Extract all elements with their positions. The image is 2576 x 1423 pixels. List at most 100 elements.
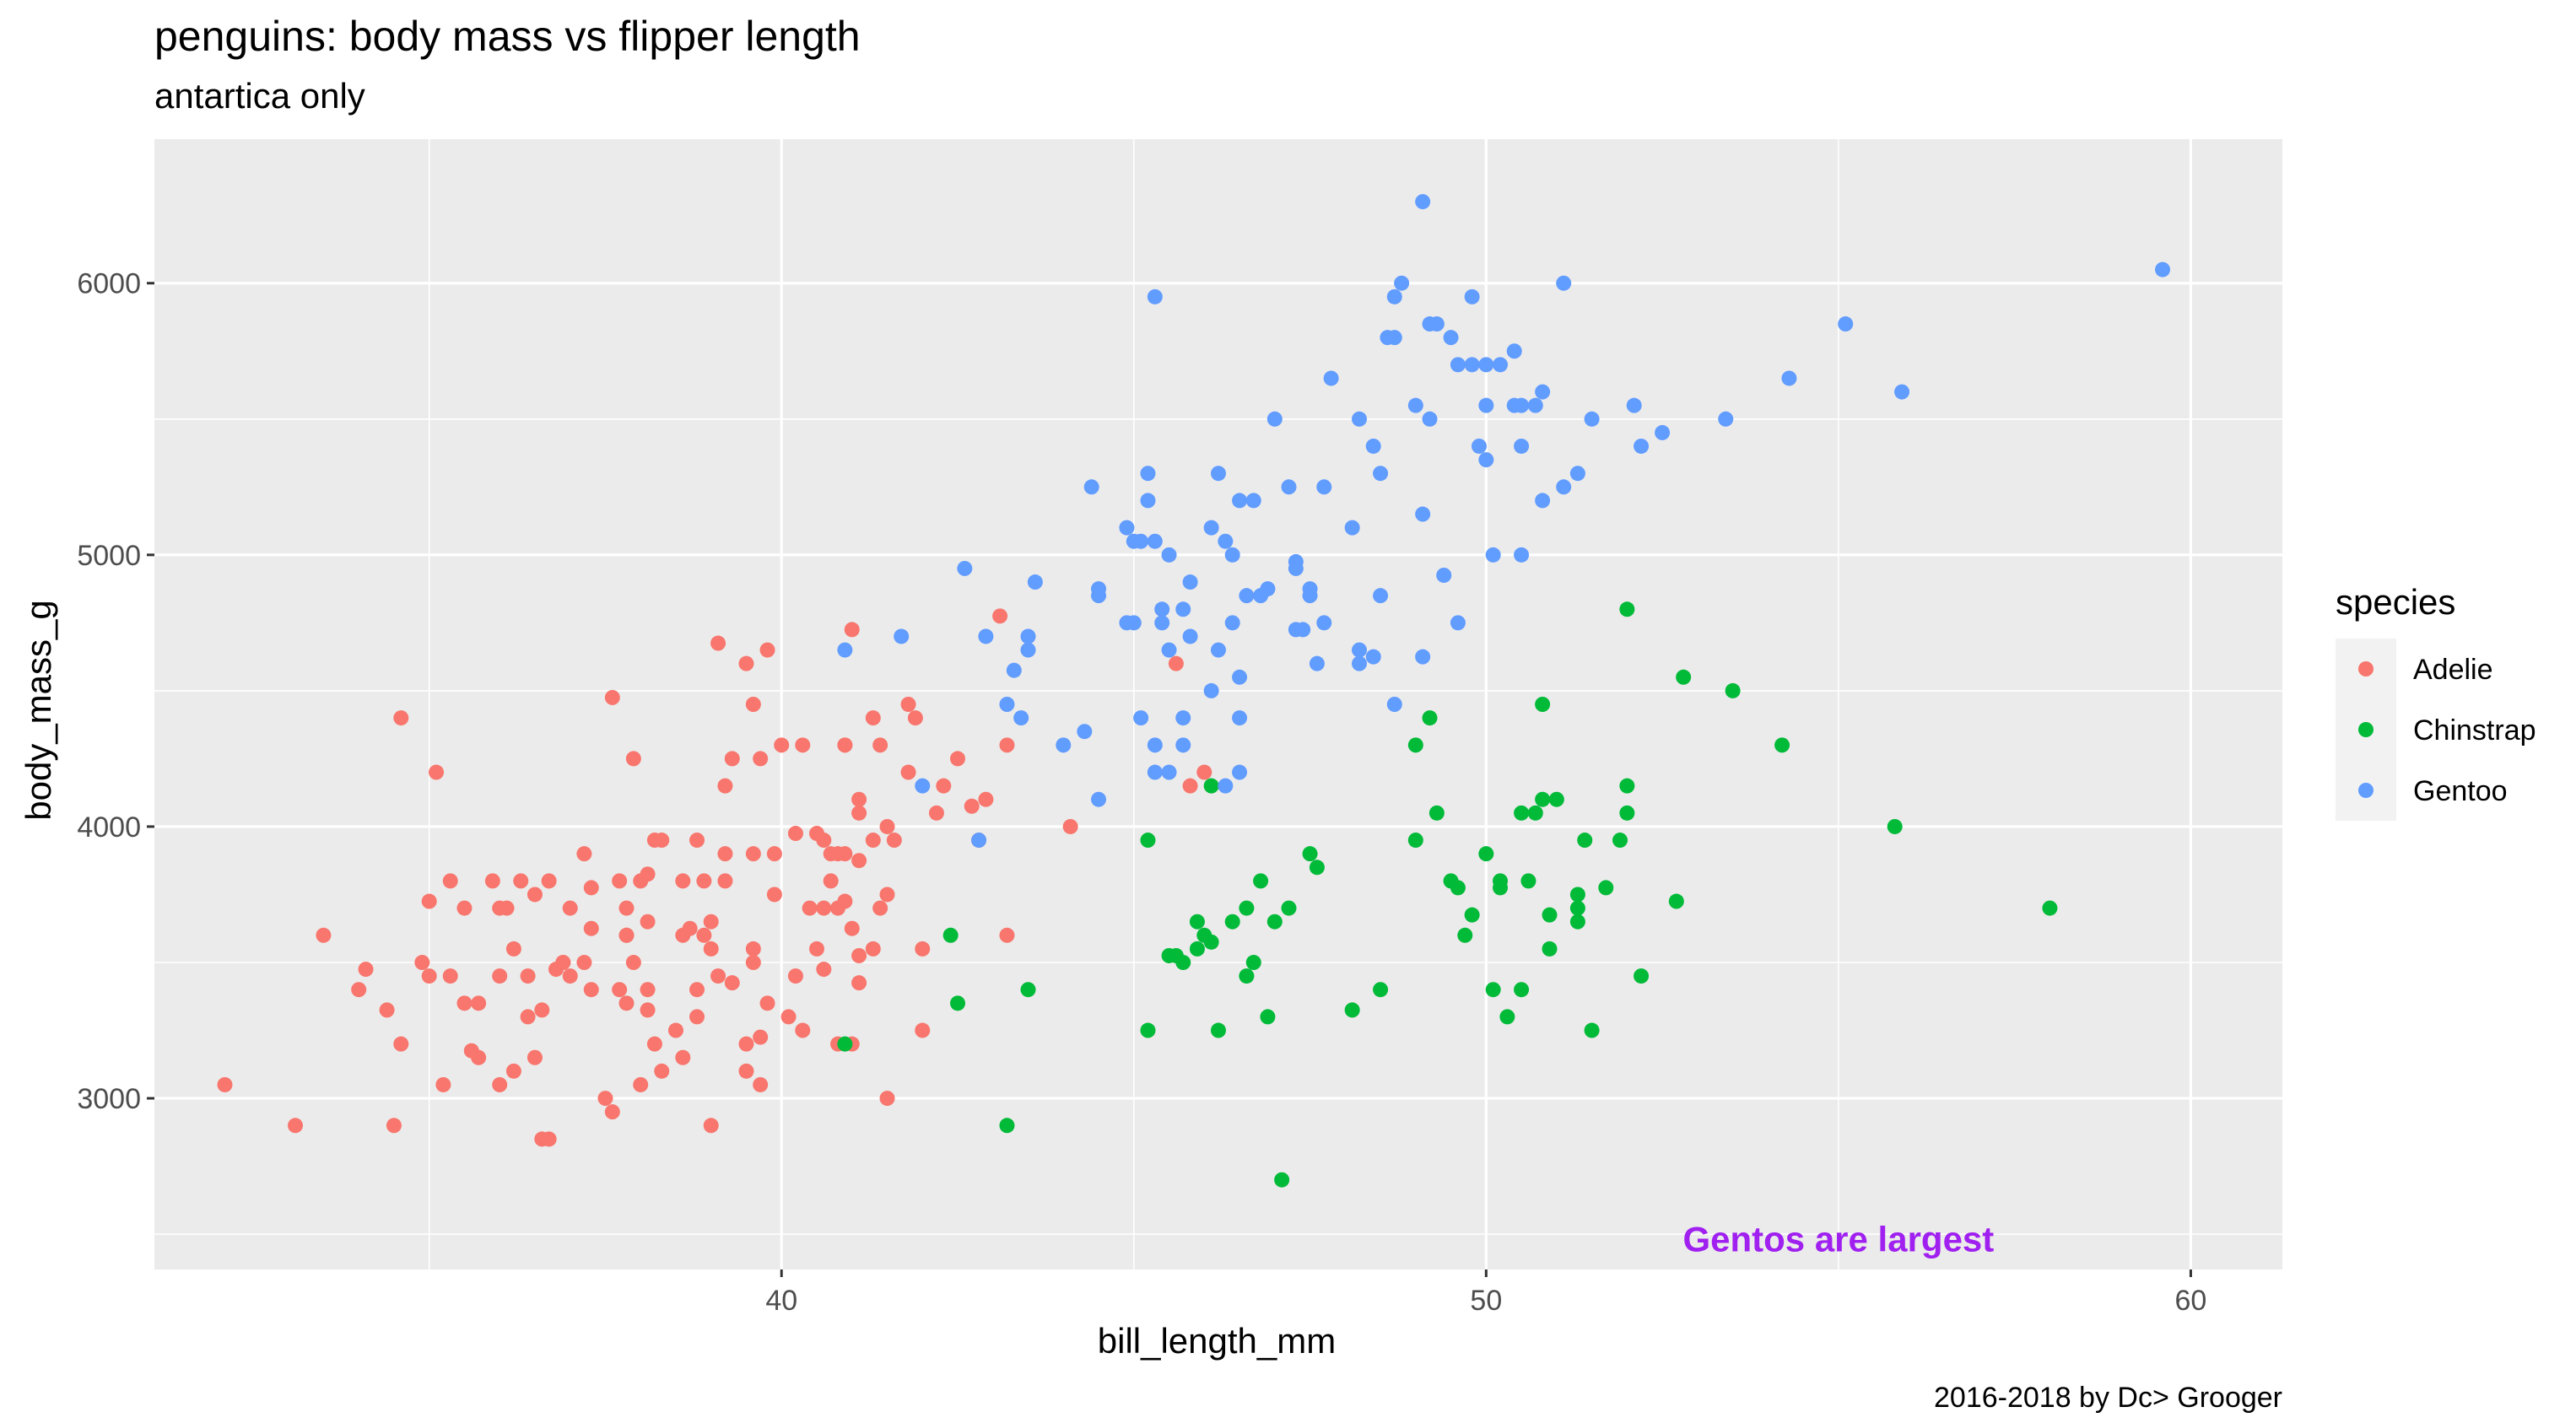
point-adelie <box>745 846 761 862</box>
point-chinstrap <box>1634 968 1650 984</box>
y-tick-label: 3000 <box>77 1083 141 1115</box>
point-gentoo <box>1232 493 1248 509</box>
point-adelie <box>865 710 881 726</box>
point-gentoo <box>1386 697 1402 712</box>
legend-label-chinstrap: Chinstrap <box>2413 714 2536 747</box>
point-gentoo <box>1281 479 1297 495</box>
point-gentoo <box>1077 724 1093 740</box>
point-chinstrap <box>1535 791 1551 807</box>
point-adelie <box>393 1036 409 1052</box>
point-gentoo <box>1218 533 1234 549</box>
point-gentoo <box>1373 588 1389 604</box>
point-gentoo <box>1506 343 1522 359</box>
point-gentoo <box>1894 384 1910 400</box>
point-adelie <box>576 846 592 862</box>
point-adelie <box>654 833 670 849</box>
point-gentoo <box>1514 547 1530 563</box>
point-adelie <box>915 941 931 957</box>
point-chinstrap <box>1520 873 1536 889</box>
point-gentoo <box>1083 479 1099 495</box>
point-adelie <box>576 955 592 971</box>
point-gentoo <box>1415 194 1431 210</box>
point-chinstrap <box>1527 805 1543 821</box>
point-gentoo <box>1119 520 1135 536</box>
point-adelie <box>710 635 726 651</box>
point-gentoo <box>1569 466 1585 482</box>
point-adelie <box>675 1049 691 1065</box>
point-adelie <box>759 642 775 658</box>
point-adelie <box>442 873 458 889</box>
point-gentoo <box>1182 628 1198 644</box>
point-chinstrap <box>1175 955 1191 971</box>
point-chinstrap <box>1274 1172 1290 1188</box>
point-adelie <box>379 1002 395 1018</box>
point-adelie <box>640 1002 656 1018</box>
point-adelie <box>795 737 811 753</box>
point-adelie <box>774 737 790 753</box>
point-chinstrap <box>942 927 959 943</box>
point-adelie <box>999 737 1015 753</box>
point-adelie <box>513 873 529 889</box>
point-adelie <box>527 887 543 903</box>
point-gentoo <box>1020 642 1036 658</box>
point-adelie <box>851 805 867 821</box>
point-adelie <box>851 975 867 991</box>
point-gentoo <box>1407 397 1423 413</box>
point-gentoo <box>1175 737 1191 753</box>
point-adelie <box>717 873 733 889</box>
point-gentoo <box>1485 547 1501 563</box>
point-adelie <box>421 893 437 909</box>
point-gentoo <box>1161 642 1177 658</box>
point-chinstrap <box>1245 955 1261 971</box>
point-gentoo <box>1535 493 1551 509</box>
x-tick-label: 60 <box>2175 1285 2207 1317</box>
point-gentoo <box>1556 275 1572 291</box>
legend-key-chinstrap <box>2358 722 2373 737</box>
point-adelie <box>717 846 733 862</box>
point-chinstrap <box>1535 697 1551 712</box>
point-gentoo <box>1006 662 1022 678</box>
y-axis-ticks: 3000 4000 5000 6000 <box>77 268 154 1115</box>
point-adelie <box>865 941 881 957</box>
point-adelie <box>633 1076 649 1092</box>
point-adelie <box>872 737 888 753</box>
point-adelie <box>1196 764 1212 780</box>
point-chinstrap <box>1668 893 1684 909</box>
point-chinstrap <box>1239 968 1255 984</box>
point-chinstrap <box>1450 880 1466 896</box>
point-adelie <box>484 873 500 889</box>
point-gentoo <box>1224 615 1240 631</box>
point-gentoo <box>1295 622 1311 638</box>
point-gentoo <box>1422 411 1438 427</box>
point-gentoo <box>1365 438 1381 454</box>
point-adelie <box>745 697 761 712</box>
point-adelie <box>745 955 761 971</box>
point-chinstrap <box>1584 1022 1600 1038</box>
point-chinstrap <box>1140 833 1156 849</box>
point-gentoo <box>1140 493 1156 509</box>
point-adelie <box>421 968 437 984</box>
point-adelie <box>414 955 430 971</box>
point-gentoo <box>1634 438 1650 454</box>
point-chinstrap <box>1253 873 1269 889</box>
legend-title: species <box>2336 582 2455 622</box>
point-adelie <box>717 778 733 794</box>
point-adelie <box>823 873 839 889</box>
legend-label-adelie: Adelie <box>2413 654 2493 686</box>
point-adelie <box>505 1063 521 1079</box>
point-gentoo <box>1323 370 1339 386</box>
point-chinstrap <box>1203 934 1219 950</box>
point-gentoo <box>1464 288 1480 305</box>
x-tick-label: 40 <box>765 1285 797 1317</box>
y-tick-label: 5000 <box>77 540 141 572</box>
point-gentoo <box>1020 628 1036 644</box>
point-chinstrap <box>1514 805 1530 821</box>
point-gentoo <box>971 833 987 849</box>
point-gentoo <box>1175 710 1191 726</box>
point-chinstrap <box>1619 601 1635 617</box>
point-gentoo <box>1175 601 1191 617</box>
point-adelie <box>738 1036 754 1052</box>
point-adelie <box>703 941 719 957</box>
point-gentoo <box>1147 288 1163 305</box>
point-adelie <box>640 982 656 998</box>
